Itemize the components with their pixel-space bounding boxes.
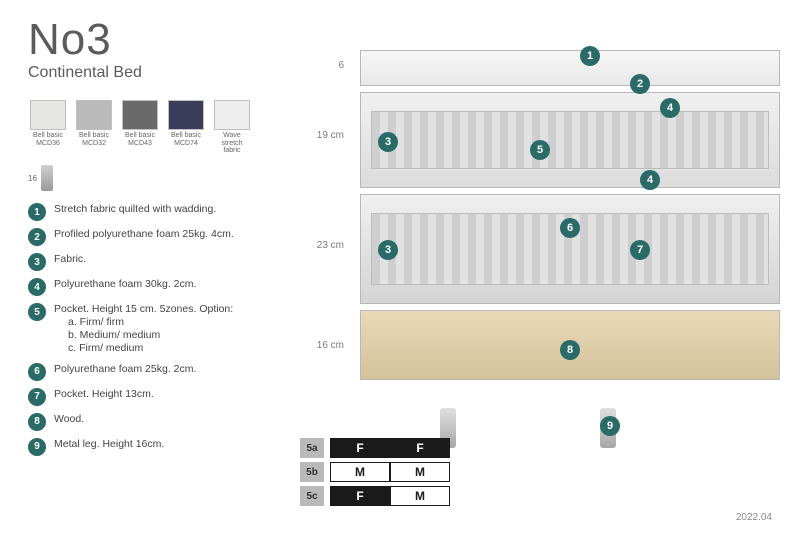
callout-badge: 1 [580, 46, 600, 66]
leg-dim-label: 16 [28, 174, 37, 183]
legend-text: Profiled polyurethane foam 25kg. 4cm. [54, 228, 234, 241]
fabric-swatch: Bell basicMCD43 [120, 100, 160, 155]
swatch-label: Bell basicMCD74 [171, 132, 201, 147]
legend-number-badge: 5 [28, 303, 46, 321]
legend-item: 5 Pocket. Height 15 cm. 5zones. Option:a.… [28, 303, 288, 356]
callout-badge: 8 [560, 340, 580, 360]
legend-text: Fabric. [54, 253, 86, 266]
layer-topper [360, 50, 780, 86]
legend-sub: a. Firm/ firm [54, 316, 233, 329]
swatch-label: Bell basicMCD43 [125, 132, 155, 147]
dimension-label: 6 [300, 60, 344, 71]
legend-item: 4 Polyurethane foam 30kg. 2cm. [28, 278, 288, 296]
firmness-key: 5b [300, 462, 324, 482]
legend-item: 3 Fabric. [28, 253, 288, 271]
firmness-key: 5c [300, 486, 324, 506]
legend-text: Metal leg. Height 16cm. [54, 438, 164, 451]
swatch-color-icon [122, 100, 158, 130]
legend-text: Pocket. Height 15 cm. 5zones. Option:a. … [54, 303, 233, 356]
firmness-row: 5c FM [300, 486, 450, 506]
swatch-color-icon [30, 100, 66, 130]
legend-number-badge: 6 [28, 363, 46, 381]
fabric-swatch: Bell basicMCD36 [28, 100, 68, 155]
legend-number-badge: 2 [28, 228, 46, 246]
legend-number-badge: 9 [28, 438, 46, 456]
bed-cutaway-diagram: 619 cm23 cm16 cm 12435436789 [300, 40, 780, 420]
legend-item: 7 Pocket. Height 13cm. [28, 388, 288, 406]
callout-badge: 3 [378, 240, 398, 260]
legend-number-badge: 8 [28, 413, 46, 431]
swatch-color-icon [168, 100, 204, 130]
legend-item: 2 Profiled polyurethane foam 25kg. 4cm. [28, 228, 288, 246]
legend-text: Polyurethane foam 25kg. 2cm. [54, 363, 196, 376]
swatch-color-icon [76, 100, 112, 130]
firmness-cell: M [390, 462, 450, 482]
legend-text: Pocket. Height 13cm. [54, 388, 154, 401]
legend-item: 8 Wood. [28, 413, 288, 431]
callout-badge: 6 [560, 218, 580, 238]
legend-number-badge: 3 [28, 253, 46, 271]
swatch-label: Bell basicMCD36 [33, 132, 63, 147]
legend-number-badge: 1 [28, 203, 46, 221]
legend-text: Stretch fabric quilted with wadding. [54, 203, 216, 216]
callout-badge: 5 [530, 140, 550, 160]
legend-sub: b. Medium/ medium [54, 329, 233, 342]
dimension-label: 19 cm [300, 130, 344, 141]
legend-text: Polyurethane foam 30kg. 2cm. [54, 278, 196, 291]
layer-upper-mattress [360, 92, 780, 188]
swatch-label: Bell basicMCD32 [79, 132, 109, 147]
swatch-label: Wavestretch fabric [212, 132, 252, 155]
fabric-swatch: Wavestretch fabric [212, 100, 252, 155]
legend-number-badge: 4 [28, 278, 46, 296]
dimension-label: 23 cm [300, 240, 344, 251]
callout-badge: 2 [630, 74, 650, 94]
fabric-swatch: Bell basicMCD32 [74, 100, 114, 155]
legend-number-badge: 7 [28, 388, 46, 406]
firmness-table: 5aFF5bMM5cFM [300, 438, 450, 510]
firmness-key: 5a [300, 438, 324, 458]
legend-sub: c. Firm/ medium [54, 342, 233, 355]
firmness-cell: M [390, 486, 450, 506]
firmness-row: 5a FF [300, 438, 450, 458]
callout-badge: 4 [640, 170, 660, 190]
swatch-color-icon [214, 100, 250, 130]
legend-text: Wood. [54, 413, 84, 426]
legend-list: 1 Stretch fabric quilted with wadding. 2 Pr… [28, 203, 288, 456]
fabric-swatch: Bell basicMCD74 [166, 100, 206, 155]
legend-item: 9 Metal leg. Height 16cm. [28, 438, 288, 456]
firmness-row: 5b MM [300, 462, 450, 482]
firmness-cell: F [330, 486, 390, 506]
legend-item: 1 Stretch fabric quilted with wadding. [28, 203, 288, 221]
callout-badge: 3 [378, 132, 398, 152]
dimension-label: 16 cm [300, 340, 344, 351]
callout-badge: 7 [630, 240, 650, 260]
callout-badge: 4 [660, 98, 680, 118]
legend-item: 6 Polyurethane foam 25kg. 2cm. [28, 363, 288, 381]
firmness-cell: M [330, 462, 390, 482]
firmness-cell: F [390, 438, 450, 458]
date-code: 2022.04 [736, 512, 772, 523]
leg-icon [41, 165, 53, 191]
firmness-cell: F [330, 438, 390, 458]
layer-lower-mattress [360, 194, 780, 304]
callout-badge: 9 [600, 416, 620, 436]
